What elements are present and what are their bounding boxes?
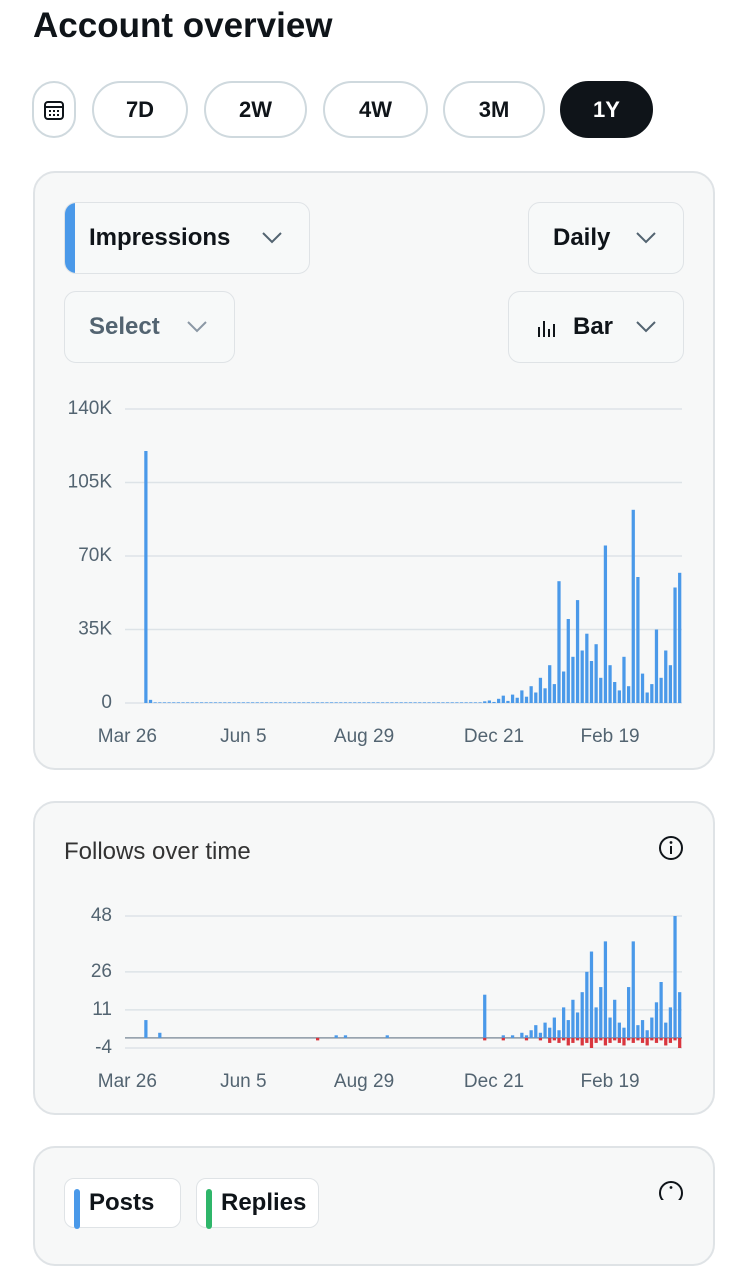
chart-style-dropdown[interactable]: Bar — [508, 291, 684, 363]
page: Account overview 7D 2W 4W 3M 1Y Impressi… — [32, 6, 715, 1266]
legend-chip[interactable]: Replies — [196, 1178, 319, 1229]
calendar-icon — [44, 100, 64, 120]
chevron — [636, 232, 656, 244]
range-button[interactable]: 1Y — [560, 81, 653, 138]
chip-label: Replies — [221, 1189, 307, 1216]
chevron — [262, 232, 282, 244]
calendar-button[interactable] — [32, 81, 76, 138]
chip-color — [74, 1189, 80, 1229]
info-icon[interactable] — [658, 835, 684, 861]
chart-style-label: Bar — [573, 313, 614, 340]
chip-color — [206, 1189, 212, 1229]
interval-dropdown[interactable]: Daily — [528, 202, 684, 274]
range-button[interactable]: 7D — [92, 81, 188, 138]
range-button[interactable]: 3M — [443, 81, 545, 138]
range-button[interactable]: 4W — [323, 81, 428, 138]
compare-label: Select — [89, 313, 160, 340]
follows-card — [33, 801, 715, 1115]
card-title: Follows over time — [64, 838, 251, 865]
page-title: Account overview — [33, 6, 333, 45]
metric-label: Impressions — [89, 224, 231, 251]
chip-label: Posts — [89, 1189, 155, 1216]
interval-label: Daily — [553, 224, 611, 251]
compare-dropdown[interactable]: Select — [64, 291, 235, 363]
info-icon[interactable] — [658, 1180, 684, 1200]
metric-color — [65, 203, 75, 273]
chevron — [187, 321, 207, 333]
bar-icon — [538, 321, 555, 337]
chevron — [636, 321, 656, 333]
legend-chip[interactable]: Posts — [64, 1178, 181, 1229]
range-button[interactable]: 2W — [204, 81, 307, 138]
metric-dropdown[interactable]: Impressions — [64, 202, 310, 274]
